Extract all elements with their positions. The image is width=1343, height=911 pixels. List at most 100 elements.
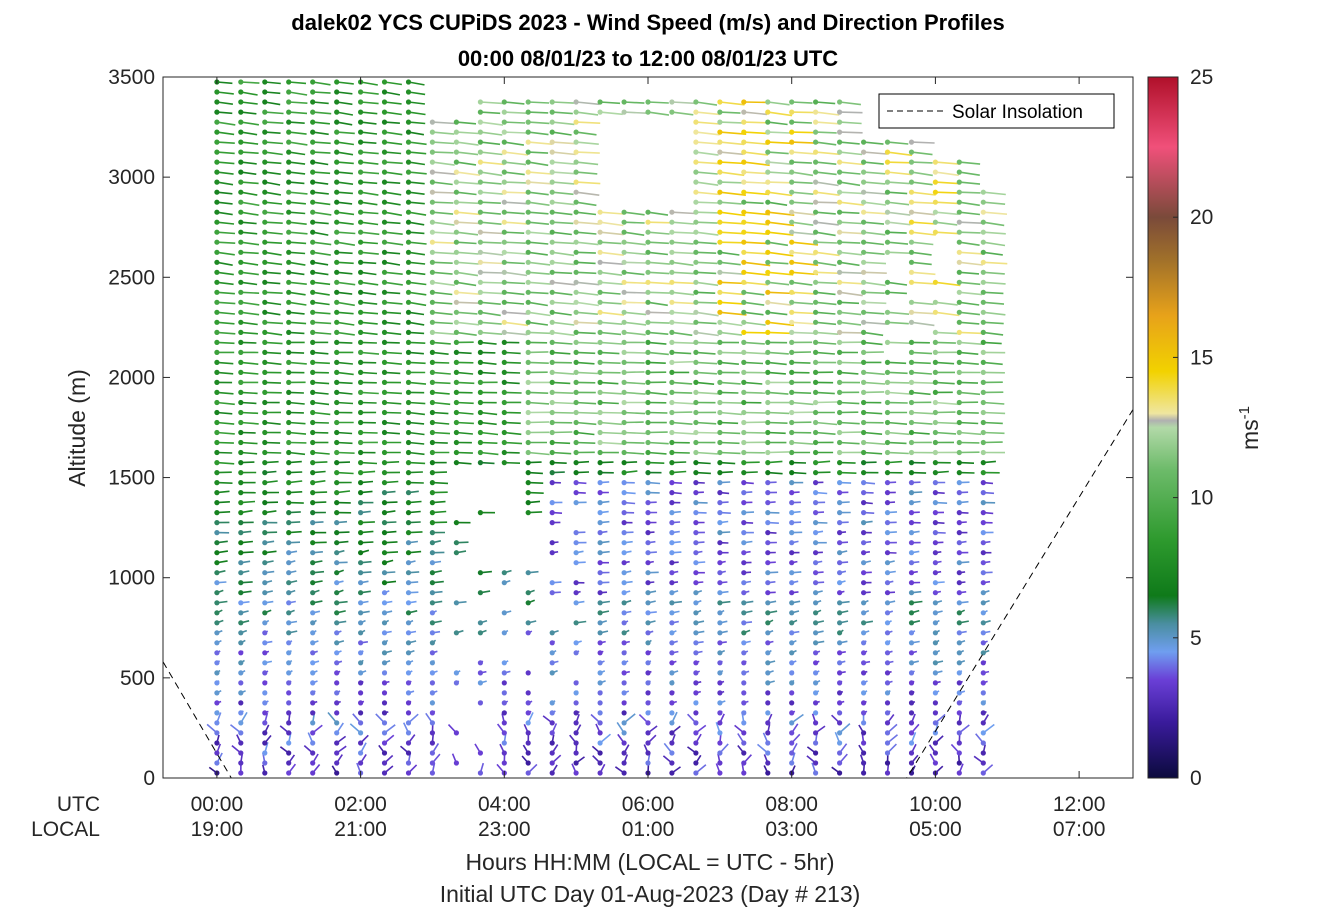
- wind-barb-point: [381, 339, 388, 345]
- wind-barb-point: [621, 500, 627, 506]
- wind-barb-point: [334, 700, 340, 706]
- wind-barb-point: [693, 429, 699, 436]
- wind-barb-point: [405, 329, 412, 335]
- wind-barb-point: [310, 720, 316, 726]
- wind-barb-point: [573, 279, 579, 285]
- wind-barb-point: [381, 369, 388, 375]
- wind-barb-point: [381, 530, 388, 536]
- wind-barb-point: [429, 690, 435, 696]
- wind-barb-point: [717, 670, 723, 676]
- wind-barb-point: [765, 530, 771, 536]
- wind-barb-point: [645, 720, 651, 726]
- wind-barb-point: [980, 480, 986, 486]
- wind-barb-shaft: [576, 221, 600, 225]
- wind-barb-point: [789, 550, 795, 556]
- wind-barb-shaft: [336, 101, 353, 106]
- wind-barb-shaft: [504, 391, 522, 394]
- wind-barb-point: [214, 650, 220, 656]
- wind-barb-point: [669, 399, 675, 406]
- wind-barb-point: [861, 169, 867, 175]
- wind-barb-point: [908, 550, 915, 556]
- wind-barb-point: [358, 259, 364, 265]
- wind-barb-shaft: [887, 211, 911, 216]
- wind-barb-point: [429, 580, 435, 586]
- wind-barb-point: [405, 259, 412, 265]
- wind-barb-point: [262, 640, 268, 646]
- wind-barb-shaft: [575, 131, 597, 136]
- wind-barb-shaft: [528, 311, 551, 317]
- wind-barb-shaft: [216, 201, 233, 205]
- wind-barb-point: [837, 149, 843, 155]
- wind-barb-point: [717, 199, 723, 205]
- wind-barb-point: [525, 209, 531, 215]
- wind-barb-shaft: [408, 431, 425, 436]
- wind-barb-point: [525, 439, 531, 446]
- wind-barb-point: [669, 520, 675, 526]
- wind-barb-shaft: [575, 301, 599, 307]
- wind-barb-shaft: [647, 451, 667, 455]
- wind-barb-point: [573, 319, 579, 325]
- wind-barb-point: [358, 209, 364, 215]
- wind-barb-shaft: [432, 221, 455, 226]
- wind-barb-point: [453, 520, 459, 526]
- wind-barb-point: [837, 750, 843, 756]
- wind-barb-point: [956, 389, 962, 395]
- wind-barb-point: [238, 449, 244, 456]
- wind-barb-shaft: [456, 221, 480, 225]
- wind-barb-point: [717, 770, 723, 776]
- wind-barb-shaft: [983, 221, 1005, 227]
- wind-barb-shaft: [384, 211, 403, 217]
- wind-barb-point: [525, 590, 531, 596]
- wind-barb-point: [381, 670, 388, 676]
- wind-barb-point: [765, 460, 771, 466]
- wind-barb-shaft: [791, 131, 817, 134]
- wind-barb-point: [908, 399, 915, 406]
- wind-barb-point: [310, 640, 316, 646]
- wind-barb-point: [621, 329, 627, 335]
- wind-barb-shaft: [216, 91, 234, 95]
- wind-barb-shaft: [911, 211, 935, 216]
- wind-barb-point: [693, 670, 699, 676]
- wind-barb-point: [597, 289, 603, 295]
- wind-barb-point: [813, 289, 819, 295]
- wind-barb-shaft: [911, 141, 935, 144]
- wind-barb-point: [381, 109, 388, 115]
- wind-barb-point: [669, 289, 675, 295]
- wind-barb-point: [908, 670, 915, 676]
- wind-barb-point: [789, 349, 795, 355]
- wind-barb-shaft: [264, 361, 282, 366]
- wind-barb-point: [669, 409, 675, 416]
- wind-barb-point: [525, 690, 531, 696]
- wind-barb-shaft: [456, 171, 481, 176]
- wind-barb-point: [693, 610, 699, 616]
- wind-barb-shaft: [240, 221, 257, 225]
- wind-barb-point: [405, 79, 412, 85]
- wind-barb-point: [956, 419, 962, 426]
- wind-barb-point: [837, 720, 843, 726]
- wind-barb-point: [525, 710, 531, 716]
- wind-barb-point: [597, 379, 603, 385]
- wind-barb-point: [693, 710, 699, 716]
- wind-barb-shaft: [456, 301, 480, 304]
- wind-barb-shaft: [600, 421, 622, 426]
- wind-barb-point: [477, 139, 483, 145]
- wind-barb-point: [789, 500, 795, 506]
- wind-barb-point: [932, 740, 939, 746]
- wind-barb-point: [334, 650, 340, 656]
- wind-barb-shaft: [959, 231, 981, 234]
- wind-barb-point: [214, 710, 220, 716]
- wind-barb-point: [621, 439, 627, 446]
- wind-barb-point: [861, 429, 867, 436]
- wind-barb-shaft: [719, 221, 746, 225]
- wind-barb-shaft: [695, 131, 720, 136]
- wind-barb-shaft: [216, 211, 233, 216]
- wind-barb-point: [238, 730, 244, 736]
- wind-barb-point: [405, 219, 412, 225]
- wind-barb-point: [980, 750, 986, 756]
- wind-barb-point: [717, 710, 723, 716]
- wind-barb-shaft: [743, 311, 764, 316]
- wind-barb-shaft: [623, 231, 645, 236]
- wind-barb-shaft: [360, 161, 379, 165]
- wind-barb-point: [429, 710, 435, 716]
- wind-barb-point: [980, 730, 986, 736]
